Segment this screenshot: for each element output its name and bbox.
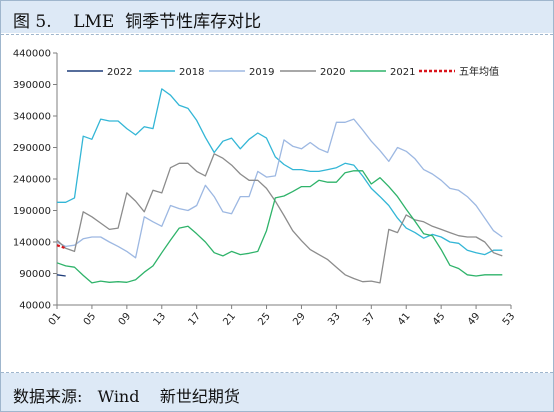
x-tick-label: 25	[256, 311, 273, 328]
line-chart: 40000 90000 140000 190000 240000 290000 340000…	[13, 49, 518, 328]
legend-label-2019: 2019	[249, 67, 274, 78]
x-tick-label: 17	[186, 311, 203, 328]
y-tick-label: 340000	[13, 112, 51, 123]
y-tick-label: 40000	[19, 301, 51, 312]
legend-label-2021: 2021	[390, 67, 415, 78]
x-tick-label: 53	[501, 311, 518, 328]
source-note: 数据来源: Wind 新世纪期货	[13, 387, 240, 406]
y-tick-label: 140000	[13, 238, 51, 249]
x-tick-label: 29	[291, 311, 308, 328]
y-tick-label: 390000	[13, 80, 51, 91]
y-tick-label: 240000	[13, 175, 51, 186]
y-tick-label: 440000	[13, 49, 51, 60]
x-tick-label: 45	[431, 311, 448, 328]
title-bar: 图 5. LME 铜季节性库存对比	[1, 1, 553, 33]
x-tick-label: 05	[82, 311, 99, 328]
y-tick-label: 190000	[13, 206, 51, 217]
y-tick-label: 290000	[13, 143, 51, 154]
series-lines	[56, 88, 503, 284]
source-divider	[1, 372, 553, 373]
series-line-2020	[56, 153, 503, 284]
series-line-five-year-average	[56, 244, 67, 250]
legend-label-2018: 2018	[179, 67, 204, 78]
x-tick-label: 33	[326, 311, 343, 328]
x-tick-label: 09	[117, 311, 134, 328]
series-line-2019	[56, 118, 503, 259]
title-divider	[1, 34, 553, 35]
x-tick-label: 37	[361, 311, 378, 328]
legend-label-2022: 2022	[107, 67, 132, 78]
x-tick-label: 21	[221, 311, 238, 328]
source-bar: 数据来源: Wind 新世纪期货	[1, 373, 553, 411]
series-line-2021	[56, 170, 503, 284]
series-line-2018	[57, 88, 503, 256]
axes: 40000 90000 140000 190000 240000 290000 340000…	[13, 49, 518, 328]
legend-label-2020: 2020	[320, 67, 345, 78]
x-tick-label: 13	[152, 311, 169, 328]
legend: 2022 2018 2019 2020 2021 五年均值	[67, 65, 499, 78]
x-tick-label: 49	[466, 311, 483, 328]
x-tick-label: 41	[396, 311, 413, 328]
figure-title: 图 5. LME 铜季节性库存对比	[13, 12, 262, 32]
x-tick-label: 01	[47, 311, 64, 328]
legend-label-five-year-average: 五年均值	[459, 65, 499, 78]
series-line-2022	[56, 274, 66, 277]
y-tick-label: 90000	[19, 269, 51, 280]
